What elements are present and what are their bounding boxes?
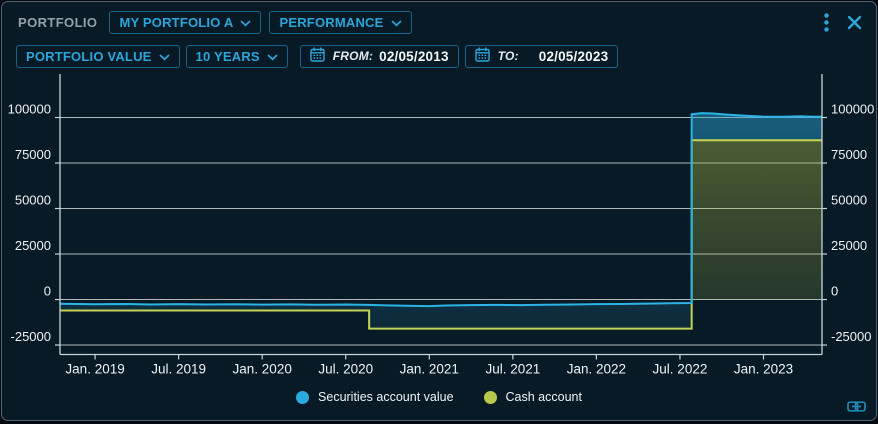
to-label: TO: [497,49,519,63]
svg-text:-25000: -25000 [11,329,51,344]
kebab-menu-icon [824,12,829,32]
to-value: 02/05/2023 [538,48,609,64]
legend-item-securities: Securities account value [296,390,454,404]
to-date-picker[interactable]: TO: 02/05/2023 [464,44,619,68]
close-icon [847,15,862,29]
metric-select-value: PORTFOLIO VALUE [26,48,152,64]
calendar-icon [310,47,325,65]
metric-select[interactable]: PORTFOLIO VALUE [16,44,180,68]
chart-legend: Securities account value Cash account [2,390,876,404]
svg-text:Jul. 2021: Jul. 2021 [485,362,540,377]
legend-label: Securities account value [318,390,454,404]
svg-text:50000: 50000 [15,193,51,208]
link-icon [847,401,866,412]
svg-text:Jan. 2019: Jan. 2019 [65,362,124,377]
svg-text:75000: 75000 [15,147,51,162]
link-button[interactable] [847,400,866,413]
svg-text:Jul. 2020: Jul. 2020 [318,362,373,377]
svg-text:Jul. 2022: Jul. 2022 [653,362,708,377]
cash-legend-dot-icon [483,390,497,404]
view-select[interactable]: PERFORMANCE [269,10,412,34]
chevron-down-icon [158,49,170,64]
header-row: PORTFOLIO MY PORTFOLIO A PERFORMANCE [18,10,864,34]
from-value: 02/05/2013 [379,48,449,64]
svg-text:Jan. 2021: Jan. 2021 [400,362,459,377]
legend-label: Cash account [505,390,582,404]
svg-text:-25000: -25000 [831,329,871,344]
legend-item-cash: Cash account [483,390,582,404]
view-select-value: PERFORMANCE [279,14,384,30]
portfolio-select-value: MY PORTFOLIO A [119,14,234,30]
svg-text:0: 0 [44,284,51,299]
svg-text:75000: 75000 [831,147,867,162]
portfolio-label: PORTFOLIO [18,14,98,30]
svg-text:25000: 25000 [15,238,51,253]
chevron-down-icon [240,15,252,30]
svg-text:Jan. 2023: Jan. 2023 [734,362,793,377]
range-select[interactable]: 10 YEARS [185,44,288,68]
calendar-icon [474,47,490,65]
svg-text:Jul. 2019: Jul. 2019 [151,362,206,377]
svg-text:100000: 100000 [831,102,874,117]
portfolio-select[interactable]: MY PORTFOLIO A [109,10,262,34]
chevron-down-icon [267,49,278,64]
securities-legend-dot-icon [296,390,310,404]
svg-text:50000: 50000 [831,193,867,208]
svg-text:0: 0 [831,284,838,299]
close-button[interactable] [845,13,864,32]
kebab-menu-button[interactable] [822,11,831,34]
range-select-value: 10 YEARS [195,48,260,64]
svg-text:Jan. 2020: Jan. 2020 [233,362,292,377]
svg-text:Jan. 2022: Jan. 2022 [567,362,626,377]
from-label: FROM: [332,49,374,63]
chevron-down-icon [390,15,402,30]
from-date-picker[interactable]: FROM: 02/05/2013 [299,44,459,68]
filter-row: PORTFOLIO VALUE 10 YEARS FROM: [16,44,619,68]
svg-text:25000: 25000 [831,238,867,253]
svg-text:100000: 100000 [8,102,51,117]
